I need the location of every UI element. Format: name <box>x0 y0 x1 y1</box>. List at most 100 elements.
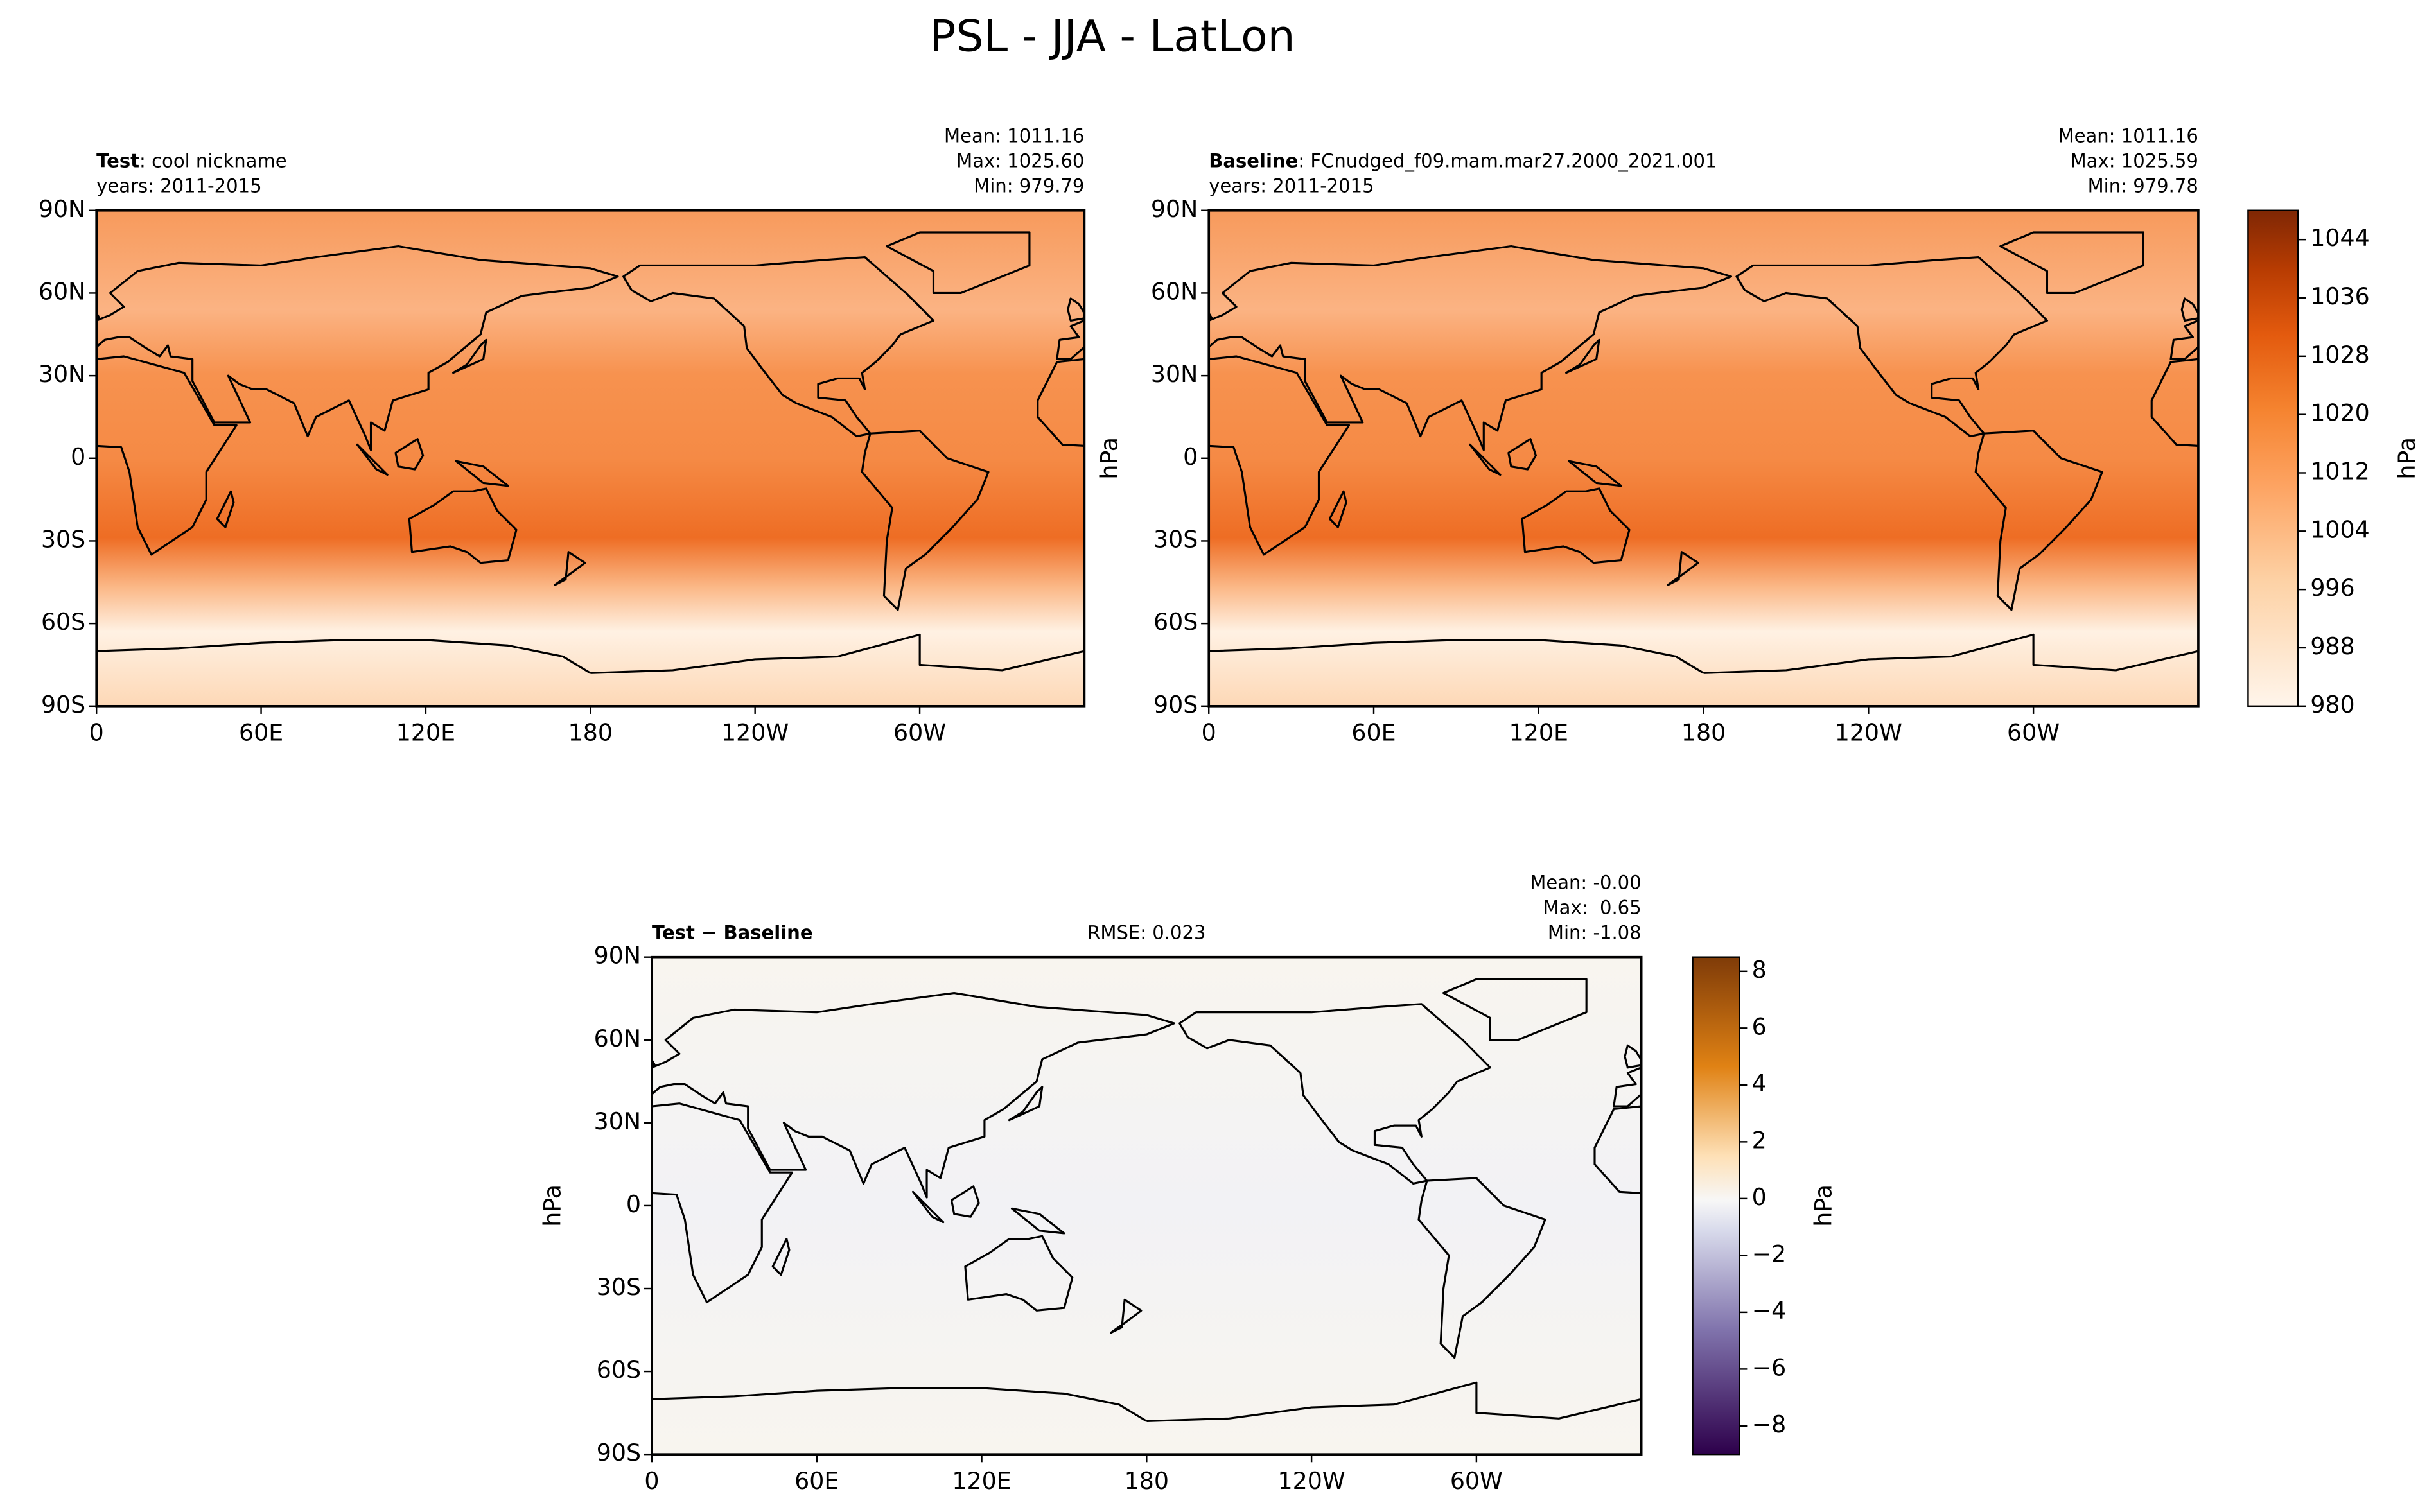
coastline <box>1010 1207 1065 1235</box>
figure-title: PSL - JJA - LatLon <box>929 11 1295 62</box>
x-tick-label: 120W <box>1835 718 1902 746</box>
colorbar-tick-label: 4 <box>1752 1070 1767 1097</box>
colorbar-tick-label: 0 <box>1752 1183 1767 1211</box>
x-tick-label: 60E <box>1351 718 1396 746</box>
panel-label: Baseline <box>1209 150 1298 171</box>
colorbar-tick-label: 996 <box>2310 574 2354 602</box>
coastline <box>554 551 586 586</box>
panel-case: : FCnudged_f09.mam.mar27.2000_2021.001 <box>1298 150 1717 171</box>
coastline <box>408 487 518 564</box>
panel-stat: Min: 979.79 <box>974 175 1084 196</box>
coastline <box>96 639 591 674</box>
coastlines <box>429 978 2062 1423</box>
colorbar-tick-label: −6 <box>1752 1353 1787 1381</box>
x-tick-label: 120W <box>1277 1467 1345 1495</box>
coastline <box>652 1387 1148 1422</box>
coastline <box>590 633 1085 674</box>
coastline <box>1178 1003 1491 1185</box>
colorbar-tick-label: 1044 <box>2310 224 2369 252</box>
coastline <box>1417 1177 1546 1359</box>
panel-stat: Mean: 1011.16 <box>2058 125 2198 147</box>
coastline <box>2169 319 2198 360</box>
coastline <box>96 245 619 451</box>
coastline <box>0 232 42 293</box>
coastline <box>216 490 235 528</box>
colorbar-tick-label: −8 <box>1752 1411 1787 1438</box>
panel-years: years: 2011-2015 <box>96 175 261 196</box>
colorbar-tick-label: 1004 <box>2310 516 2369 543</box>
coastlines <box>1209 231 2198 674</box>
coastline <box>0 431 1 610</box>
y-axis-label: hPa <box>1096 437 1123 480</box>
x-tick-label: 120E <box>396 718 455 746</box>
map-field <box>652 957 1642 1455</box>
coastline <box>1146 1381 1642 1423</box>
panel-stat: Min: -1.08 <box>1548 921 1642 943</box>
x-tick-label: 180 <box>568 718 613 746</box>
coastline <box>622 256 935 438</box>
colorbar-tick-label: 1012 <box>2310 457 2369 485</box>
colorbar <box>1692 956 1740 1456</box>
coastline <box>356 443 389 476</box>
coastline <box>429 1178 556 1358</box>
y-axis-label: hPa <box>538 1185 566 1227</box>
panel-case: : cool nickname <box>139 150 287 171</box>
panel-stat: Max: 0.65 <box>1543 896 1642 918</box>
coastlines <box>0 231 1085 674</box>
coastline <box>2001 1208 2053 1233</box>
y-tick-label: 90S <box>41 691 85 718</box>
y-tick-label: 0 <box>71 443 85 471</box>
coastline <box>1008 1086 1044 1122</box>
y-tick-label: 90S <box>1153 691 1198 718</box>
panel-name: Test: cool nickname <box>96 150 286 171</box>
colorbar-tick-label: 980 <box>2310 691 2354 718</box>
coastline <box>1565 338 1600 374</box>
colorbar-tick-label: 2 <box>1752 1126 1767 1154</box>
y-tick-label: 60N <box>1151 277 1198 305</box>
x-tick-label: 120W <box>721 718 789 746</box>
y-tick-label: 60S <box>1153 608 1198 636</box>
y-tick-label: 0 <box>626 1190 641 1218</box>
panel-years: years: 2011-2015 <box>1209 175 1374 196</box>
map-field <box>96 210 1085 706</box>
y-tick-label: 60N <box>594 1025 641 1052</box>
x-tick-label: 60E <box>239 718 283 746</box>
coastline <box>455 460 509 487</box>
y-tick-label: 30S <box>1153 525 1198 553</box>
coastline <box>1209 355 1351 556</box>
coastline <box>1067 297 1085 322</box>
coastline <box>1624 1044 1642 1069</box>
coastline <box>1469 443 1502 476</box>
coastline <box>1955 1236 2062 1310</box>
coastline <box>394 438 425 471</box>
x-tick-label: 60W <box>2007 718 2060 746</box>
x-tick-label: 120E <box>952 1467 1011 1495</box>
x-tick-label: 60W <box>893 718 946 746</box>
colorbar-tick-label: 1020 <box>2310 399 2369 427</box>
y-tick-label: 30N <box>1151 360 1198 388</box>
x-tick-label: 60E <box>794 1467 839 1495</box>
panel-label: Test <box>96 150 139 171</box>
coastline <box>1974 430 2103 611</box>
coastline <box>1521 487 1631 564</box>
x-tick-label: 60W <box>1450 1467 1503 1495</box>
panel-stat: Max: 1025.60 <box>956 150 1084 171</box>
y-tick-label: 0 <box>1183 443 1198 471</box>
y-tick-label: 90S <box>597 1439 641 1466</box>
coastline <box>1902 1192 1932 1222</box>
x-tick-label: 180 <box>1125 1467 1169 1495</box>
coastline <box>454 979 597 1040</box>
colorbar-tick-label: 988 <box>2310 632 2354 660</box>
colorbar-tick-label: −4 <box>1752 1297 1787 1325</box>
y-tick-label: 30S <box>597 1273 641 1301</box>
coastline <box>1568 460 1622 487</box>
coastline <box>1209 639 1704 674</box>
x-tick-label: 120E <box>1509 718 1568 746</box>
colorbar-label: hPa <box>2393 437 2421 480</box>
coastline <box>964 1235 1074 1312</box>
coastline <box>1703 633 2198 674</box>
panel-stat: Max: 1025.59 <box>2071 150 2198 171</box>
colorbar-tick-label: 8 <box>1752 956 1767 984</box>
coastline <box>1328 490 1347 528</box>
